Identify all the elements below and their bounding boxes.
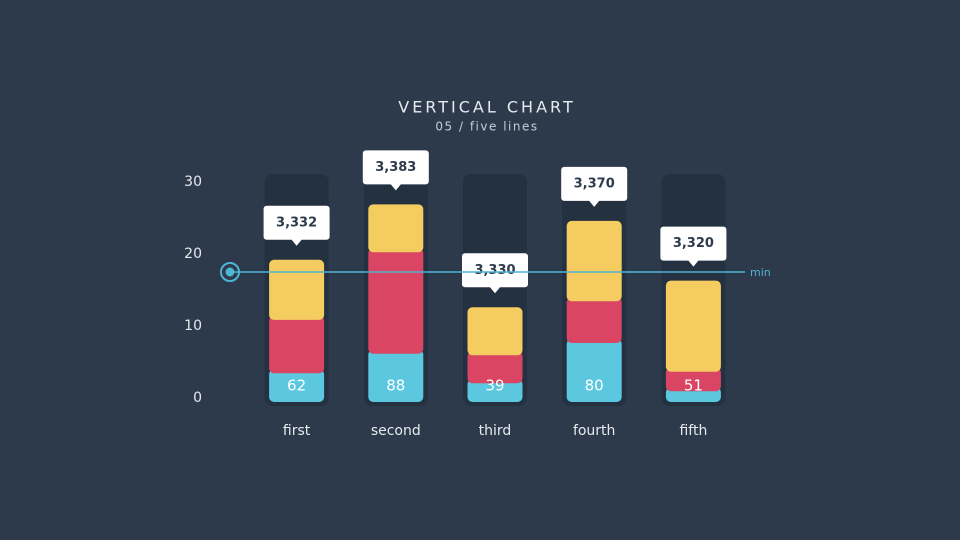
bar-segment — [566, 297, 622, 343]
bar-segment — [665, 280, 721, 372]
bar-segment — [467, 379, 523, 402]
x-tick-label: second — [371, 423, 421, 439]
bar-segment — [566, 220, 622, 302]
callout-box — [561, 166, 628, 207]
bar-segment — [269, 259, 325, 320]
callout-label: 3,370 — [574, 176, 615, 191]
y-tick-label: 0 — [193, 390, 202, 406]
callout-box — [660, 226, 727, 267]
callout-label: 3,383 — [375, 160, 416, 175]
threshold-label: min — [750, 266, 771, 279]
chart-subtitle: 05 / five lines — [435, 120, 538, 134]
inner-label: 88 — [386, 377, 405, 395]
x-tick-label: fourth — [573, 423, 616, 439]
bar-segment — [368, 248, 424, 354]
x-tick-label: first — [283, 423, 311, 439]
callout-box — [462, 253, 528, 294]
callout-label: 3,330 — [474, 263, 515, 278]
chart-title: VERTICAL CHART — [398, 98, 576, 117]
callout-box — [362, 150, 429, 191]
bar-segment — [566, 338, 622, 402]
x-tick-label: third — [479, 423, 512, 439]
bar-segment — [467, 351, 523, 384]
threshold-handle — [220, 262, 240, 282]
inner-label: 39 — [485, 377, 504, 395]
callout-box — [263, 205, 330, 246]
bar-segment — [665, 367, 721, 392]
callout-label: 3,332 — [276, 215, 317, 230]
threshold-handle-dot — [225, 267, 235, 277]
y-tick-label: 30 — [184, 174, 202, 190]
inner-label: 51 — [684, 377, 703, 395]
x-tick-label: fifth — [679, 423, 707, 439]
bar-segment — [368, 349, 424, 402]
bar-segment — [368, 204, 424, 253]
y-tick-label: 10 — [184, 318, 202, 334]
y-tick-label: 20 — [184, 246, 202, 262]
bar-segment — [467, 307, 523, 356]
bar-segment — [269, 315, 325, 374]
inner-label: 62 — [287, 377, 306, 395]
inner-label: 80 — [585, 377, 604, 395]
bar-segment — [269, 369, 325, 402]
callout-label: 3,320 — [673, 236, 714, 251]
